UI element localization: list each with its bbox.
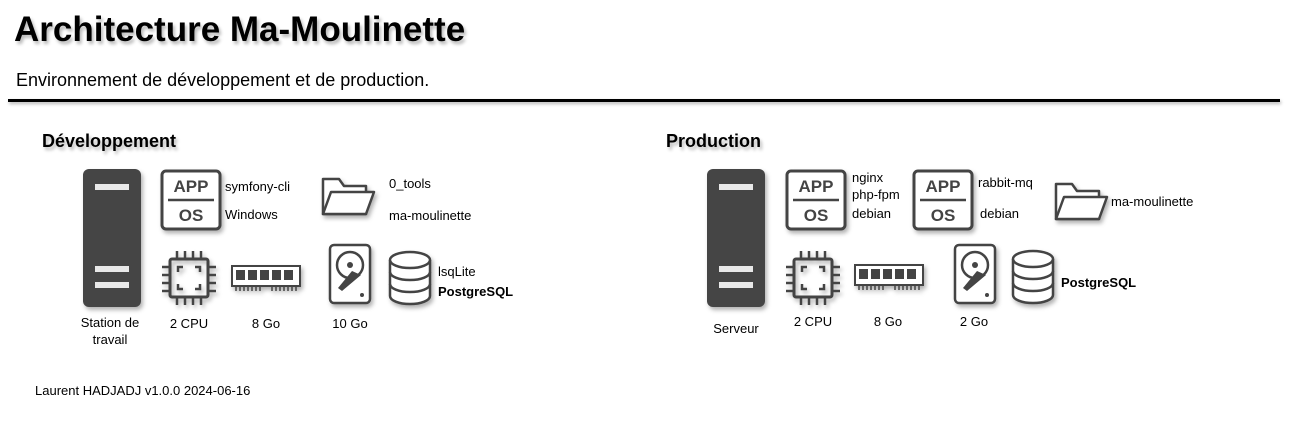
db-label-postgresql: PostgreSQL bbox=[438, 284, 514, 299]
disk-label: 10 Go bbox=[332, 316, 368, 331]
app-label-nginx: nginx bbox=[852, 170, 884, 185]
header-divider bbox=[8, 99, 1280, 102]
folder-icon bbox=[320, 172, 376, 218]
server-tower-icon bbox=[82, 168, 142, 308]
development-title: Développement bbox=[42, 131, 177, 151]
server-label: Serveur bbox=[713, 321, 759, 336]
cpu-label: 2 CPU bbox=[793, 314, 833, 329]
hard-disk-icon bbox=[328, 243, 372, 305]
folder-label-project: ma-moulinette bbox=[389, 208, 472, 223]
ram-icon bbox=[230, 263, 302, 293]
disk-label: 2 Go bbox=[959, 314, 989, 329]
db-label-postgresql: PostgreSQL bbox=[1061, 275, 1137, 290]
app-os-icon bbox=[912, 169, 974, 231]
os-label: Windows bbox=[225, 207, 278, 222]
database-icon bbox=[387, 248, 433, 308]
app-os-icon bbox=[785, 169, 847, 231]
footer-credits: Laurent HADJADJ v1.0.0 2024-06-16 bbox=[35, 383, 251, 398]
cpu-icon bbox=[161, 248, 217, 308]
app-label: symfony-cli bbox=[225, 179, 291, 194]
app-label-rabbit-mq: rabbit-mq bbox=[978, 175, 1033, 190]
cpu-label: 2 CPU bbox=[169, 316, 209, 331]
server-tower-icon bbox=[706, 168, 766, 308]
os-label-debian: debian bbox=[980, 206, 1020, 221]
folder-label-project: ma-moulinette bbox=[1111, 194, 1194, 209]
workstation-label: Station de travail bbox=[80, 315, 140, 347]
db-label-sqlite: lsqLite bbox=[438, 264, 476, 279]
folder-label-tools: 0_tools bbox=[389, 176, 431, 191]
hard-disk-icon bbox=[953, 243, 997, 305]
ram-icon bbox=[853, 262, 925, 292]
cpu-icon bbox=[785, 248, 841, 308]
os-label-debian: debian bbox=[852, 206, 892, 221]
page-title: Architecture Ma-Moulinette bbox=[14, 10, 466, 49]
ram-label: 8 Go bbox=[873, 314, 903, 329]
page-subtitle: Environnement de développement et de pro… bbox=[16, 70, 430, 90]
app-os-icon bbox=[160, 169, 222, 231]
database-icon bbox=[1010, 247, 1056, 307]
app-label-php-fpm: php-fpm bbox=[852, 187, 900, 202]
ram-label: 8 Go bbox=[251, 316, 281, 331]
production-title: Production bbox=[666, 131, 761, 151]
folder-icon bbox=[1053, 177, 1109, 223]
